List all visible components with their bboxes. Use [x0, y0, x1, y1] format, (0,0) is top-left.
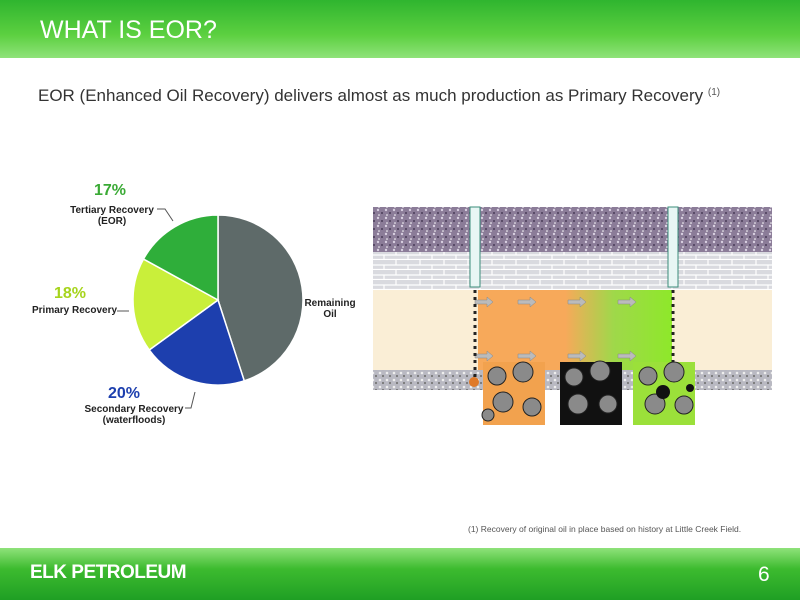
footnote: (1) Recovery of original oil in place ba… [468, 524, 742, 534]
slide-title: WHAT IS EOR? [40, 16, 217, 44]
slice-value-label: 18% [54, 285, 87, 302]
slice-label: Secondary Recovery (waterfloods) [84, 404, 184, 426]
leader-line [185, 391, 196, 409]
slice-value-label: 20% [108, 385, 141, 402]
eor-diagram [373, 206, 772, 425]
slice-label: Tertiary Recovery (EOR) [70, 205, 154, 227]
pie-slice [132, 258, 220, 352]
subtitle-text: EOR (Enhanced Oil Recovery) delivers alm… [38, 86, 704, 105]
pie-slice [142, 214, 219, 302]
footer-band [0, 548, 800, 600]
header-band [0, 0, 800, 58]
page-number: 6 [758, 563, 770, 586]
subtitle-note: (1) [707, 87, 721, 98]
pie-chart [117, 208, 304, 409]
subtitle: EOR (Enhanced Oil Recovery) delivers alm… [38, 86, 720, 106]
pie-slice [217, 214, 304, 382]
slice-value-label: 17% [94, 182, 127, 199]
logo: ELK PETROLEUM [30, 562, 187, 583]
slice-label: Remaining Oil [304, 298, 356, 320]
leader-line [157, 208, 174, 222]
slice-label: Primary Recovery [32, 305, 118, 316]
pie-slice [148, 298, 246, 386]
